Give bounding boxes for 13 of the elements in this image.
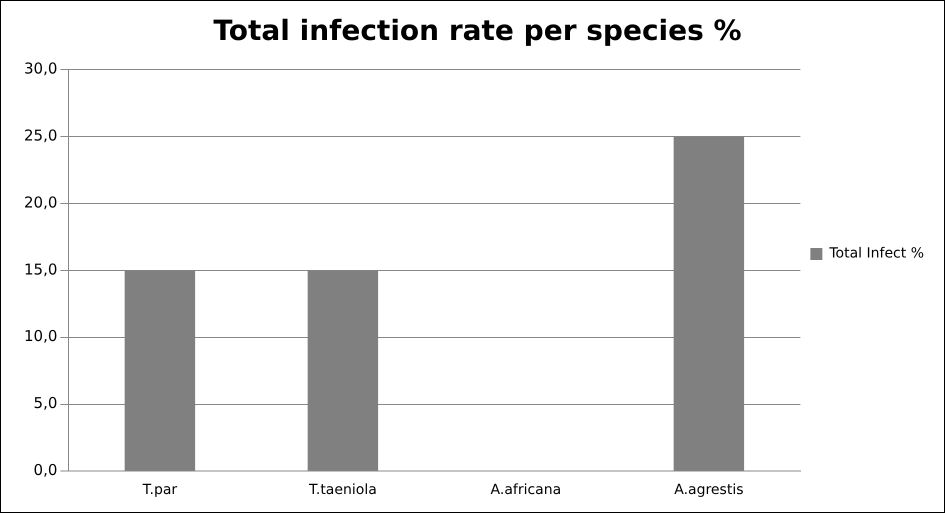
x-tick-label: T.par: [142, 482, 178, 498]
y-tick-label: 10,0: [24, 327, 58, 346]
y-tick-label: 30,0: [24, 59, 58, 78]
x-tick-label: A.agrestis: [674, 482, 744, 498]
x-tick-label: A.africana: [490, 482, 562, 498]
y-tick-label: 15,0: [24, 260, 58, 278]
chart-title: Total infection rate per species %: [213, 14, 742, 48]
y-tick-label: 5,0: [34, 394, 58, 412]
legend-label: Total Infect %: [828, 246, 924, 262]
y-tick-label: 25,0: [24, 126, 58, 144]
y-tick-label: 20,0: [24, 193, 58, 212]
x-tick-label: T.taeniola: [308, 482, 377, 498]
y-tick-label: 0,0: [34, 461, 58, 480]
